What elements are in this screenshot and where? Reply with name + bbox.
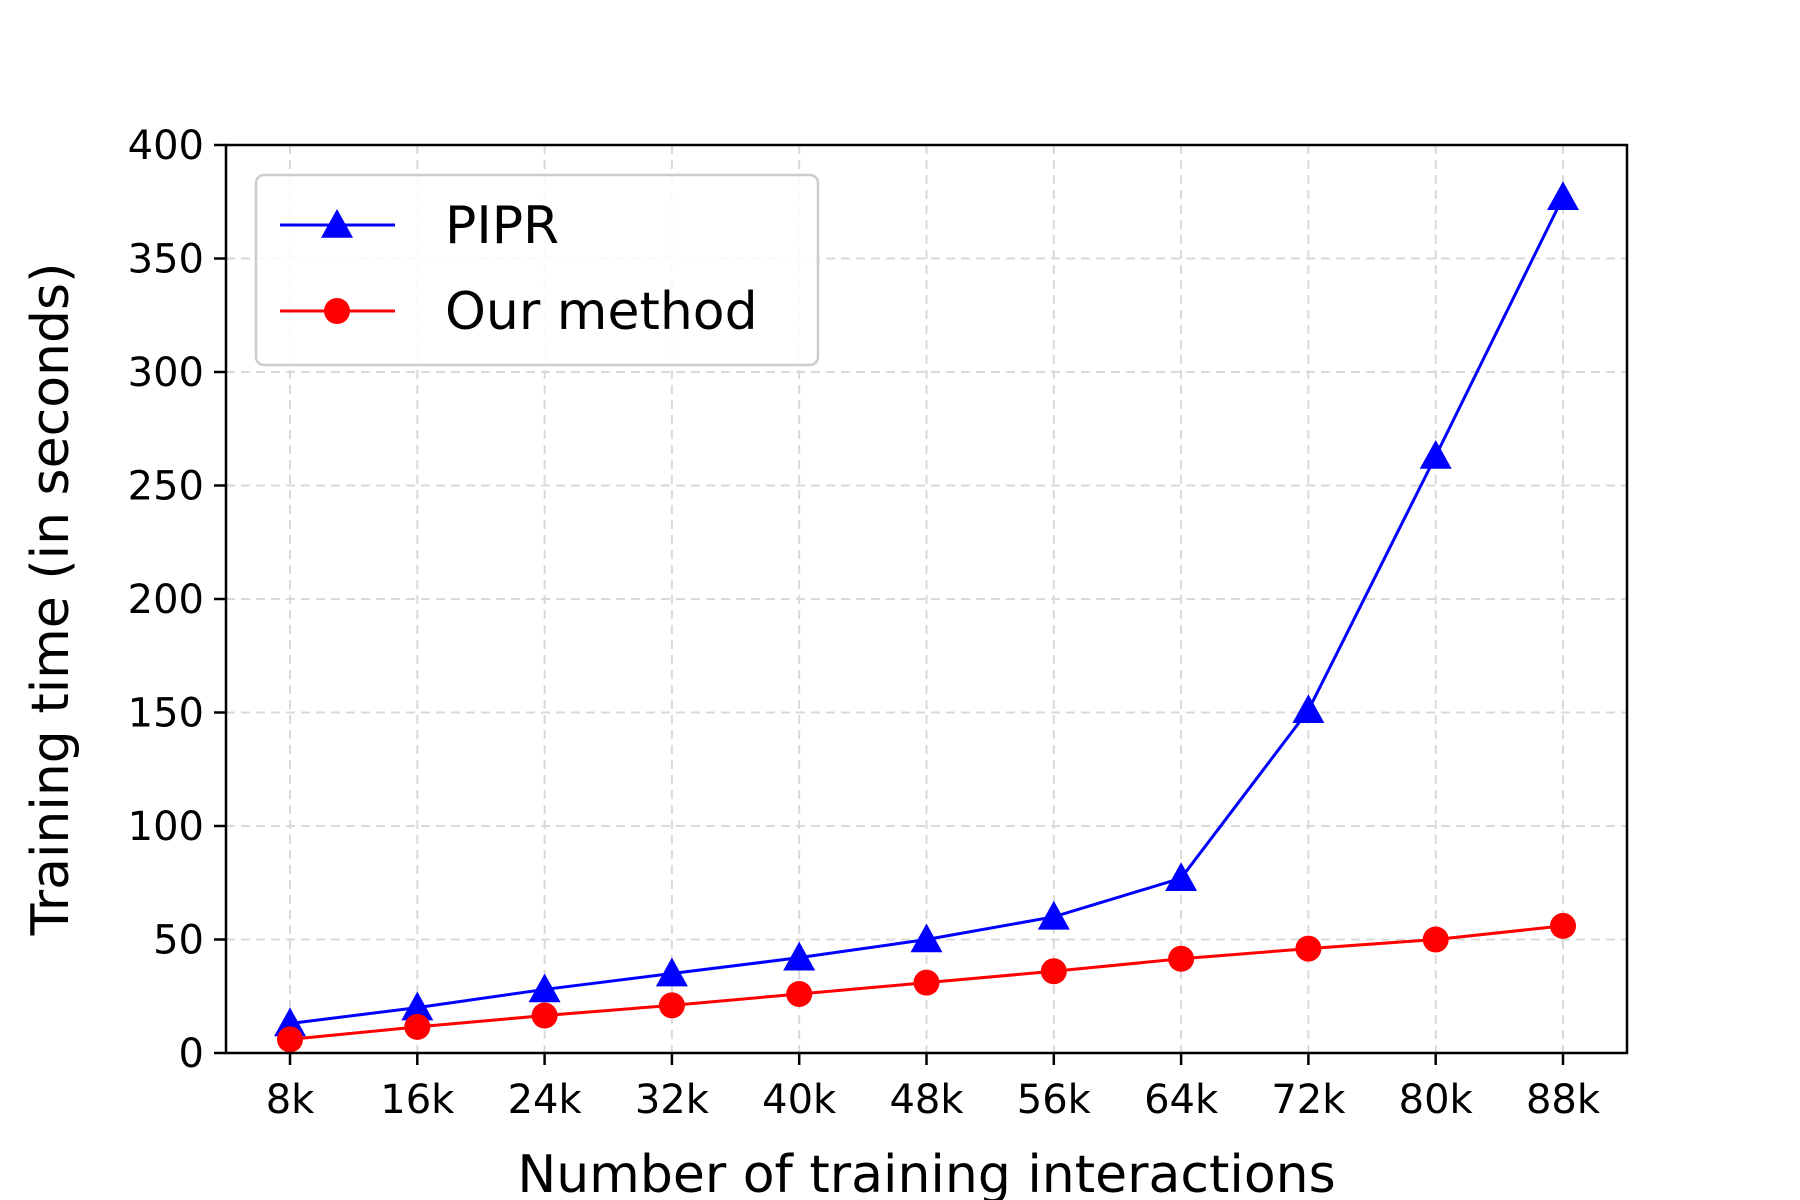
x-tick-label: 48k	[889, 1077, 964, 1123]
data-point	[1419, 439, 1452, 469]
x-tick-label: 32k	[635, 1077, 710, 1123]
legend: PIPR Our method	[254, 173, 820, 367]
series-layer	[274, 181, 1579, 1053]
data-point	[1292, 694, 1325, 724]
y-tick-label: 50	[153, 918, 204, 964]
data-point	[1165, 862, 1198, 892]
y-tick-label: 150	[128, 691, 204, 737]
data-point	[528, 973, 561, 1003]
data-point	[1550, 912, 1576, 939]
data-point	[910, 923, 943, 953]
x-tick-label: 72k	[1271, 1077, 1346, 1123]
data-point	[1547, 181, 1579, 211]
legend-label: PIPR	[445, 196, 559, 256]
x-tick-label: 80k	[1399, 1077, 1474, 1123]
x-tick-label: 88k	[1526, 1077, 1601, 1123]
data-point	[1422, 926, 1449, 953]
data-point	[404, 1013, 431, 1040]
y-tick-label: 300	[128, 350, 204, 396]
y-tick-label: 350	[128, 237, 204, 283]
x-tick-label: 40k	[762, 1077, 837, 1123]
data-point	[913, 969, 940, 996]
axis-ticks: 8k 16k 24k 32k 40k 48k 56k 64k 72k 80k 88k 0 50 100 15…	[128, 123, 1601, 1123]
x-tick-label: 56k	[1017, 1077, 1092, 1123]
data-point	[786, 980, 813, 1007]
y-tick-label: 400	[128, 123, 204, 169]
y-tick-label: 100	[128, 804, 204, 850]
x-axis-title: Number of training interactions	[517, 1145, 1335, 1200]
data-point	[1295, 935, 1322, 962]
y-tick-label: 250	[128, 464, 204, 510]
series-1	[277, 912, 1576, 1053]
data-point	[274, 1007, 306, 1037]
data-point	[1040, 958, 1067, 985]
data-point	[401, 991, 434, 1021]
x-tick-label: 24k	[508, 1077, 583, 1123]
x-tick-label: 16k	[380, 1077, 455, 1123]
y-tick-label: 200	[128, 577, 204, 623]
data-point	[277, 1026, 303, 1053]
y-tick-label: 0	[179, 1031, 204, 1077]
legend-marker	[324, 298, 350, 324]
x-tick-label: 8k	[266, 1077, 315, 1123]
x-tick-label: 64k	[1144, 1077, 1219, 1123]
data-point	[783, 941, 816, 971]
data-point	[655, 957, 688, 987]
legend-label: Our method	[445, 282, 758, 342]
data-point	[1168, 945, 1195, 972]
data-point	[658, 992, 685, 1019]
legend-marker	[321, 209, 353, 238]
series-0	[274, 181, 1579, 1037]
data-point	[1037, 900, 1070, 930]
y-axis-title: Training time (in seconds)	[21, 263, 81, 937]
data-point	[531, 1002, 558, 1029]
legend-box	[254, 173, 820, 367]
